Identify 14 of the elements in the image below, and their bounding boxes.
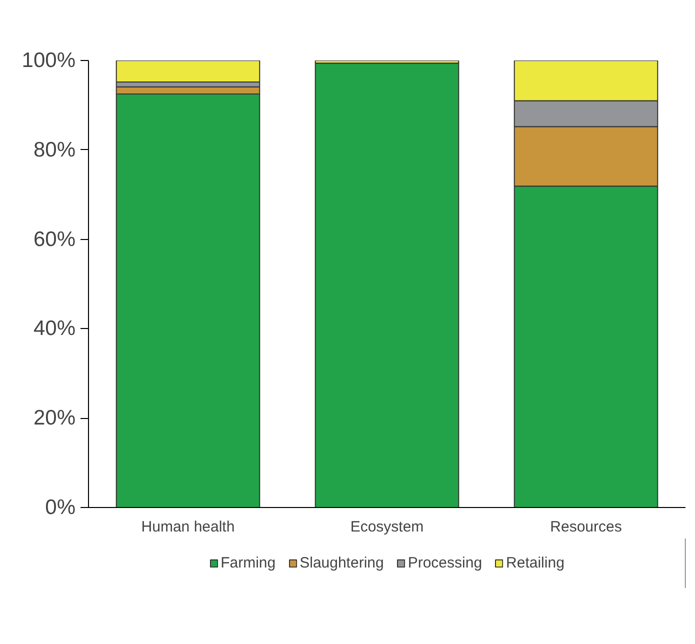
x-tick-label: Ecosystem [350,518,424,536]
y-tick-label: 80% [33,138,76,162]
legend-label: Processing [408,554,482,572]
x-tick-label: Resources [550,518,622,536]
legend-label: Farming [220,554,276,572]
y-tick-label: 60% [33,228,76,251]
legend-label: Slaughtering [300,554,384,572]
y-tick-label: 0% [45,496,76,519]
legend-label: Retailing [506,554,564,572]
y-tick-label: 40% [33,317,76,340]
y-tick-label: 20% [33,406,76,430]
bar [314,62,460,508]
x-tick-label: Human health [141,518,235,536]
y-tick-label: 100% [22,49,76,72]
